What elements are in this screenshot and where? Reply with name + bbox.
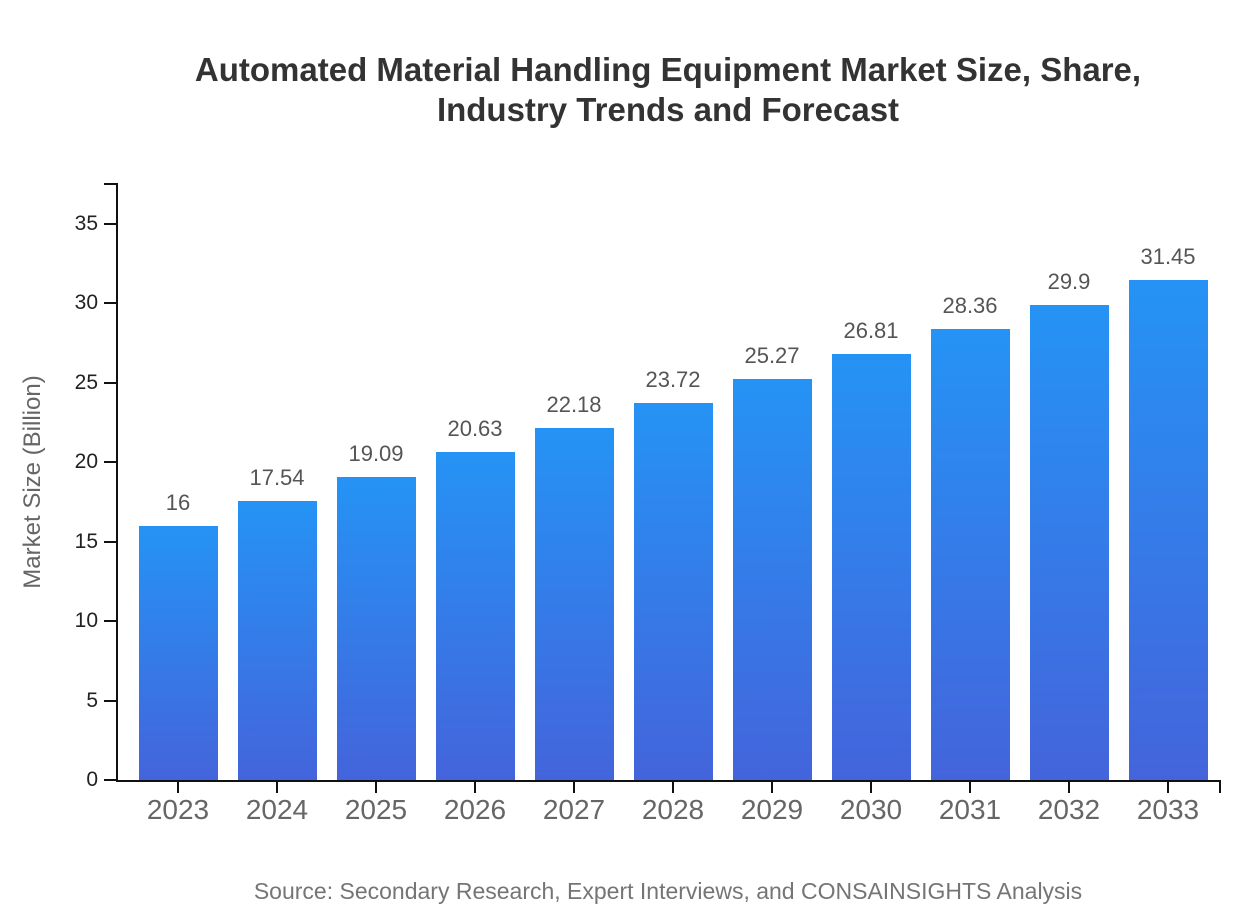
x-tick-label: 2029 xyxy=(740,794,804,825)
y-tick-label: 30 xyxy=(74,291,98,314)
x-tick-label: 2033 xyxy=(1136,794,1200,825)
bar xyxy=(831,354,911,780)
y-tick xyxy=(104,541,116,543)
y-axis-title: Market Size (Billion) xyxy=(19,375,46,589)
y-tick xyxy=(104,382,116,384)
bar-value-label: 25.27 xyxy=(744,343,800,368)
x-tick xyxy=(177,782,179,793)
x-tick xyxy=(573,782,575,793)
chart-title-line1: Automated Material Handling Equipment Ma… xyxy=(194,51,1142,88)
x-tick-label: 2025 xyxy=(344,794,408,825)
y-tick xyxy=(104,223,116,225)
y-axis-line xyxy=(116,183,118,782)
x-tick xyxy=(474,782,476,793)
bar xyxy=(534,428,614,780)
bar-value-label: 29.9 xyxy=(1047,269,1091,294)
bar xyxy=(435,452,515,780)
y-tick-label: 5 xyxy=(86,689,98,712)
x-tick-label: 2030 xyxy=(839,794,903,825)
x-tick xyxy=(771,782,773,793)
bar xyxy=(633,403,713,780)
bar xyxy=(1128,280,1208,780)
x-tick-label: 2028 xyxy=(641,794,705,825)
x-tick xyxy=(672,782,674,793)
bar-value-label: 22.18 xyxy=(546,392,602,417)
y-tick xyxy=(104,302,116,304)
x-tick xyxy=(1167,782,1169,793)
x-tick-label: 2032 xyxy=(1037,794,1101,825)
bar-value-label: 16 xyxy=(165,490,191,515)
x-axis-end-tick xyxy=(1219,782,1221,793)
y-tick xyxy=(104,620,116,622)
bar-value-label: 31.45 xyxy=(1140,244,1196,269)
x-axis-line xyxy=(116,780,1221,782)
x-tick-label: 2027 xyxy=(542,794,606,825)
y-tick-label: 10 xyxy=(74,609,98,632)
x-tick xyxy=(969,782,971,793)
bar-value-label: 26.81 xyxy=(843,318,899,343)
bar xyxy=(237,501,317,780)
y-tick-label: 25 xyxy=(74,371,98,394)
y-tick-label: 20 xyxy=(74,450,98,473)
bar xyxy=(1029,305,1109,780)
bar xyxy=(930,329,1010,780)
x-tick xyxy=(375,782,377,793)
x-tick xyxy=(870,782,872,793)
y-tick xyxy=(104,461,116,463)
x-tick xyxy=(276,782,278,793)
bar xyxy=(732,379,812,780)
bar-value-label: 28.36 xyxy=(942,293,998,318)
bar xyxy=(138,526,218,780)
y-tick-label: 35 xyxy=(74,212,98,235)
y-axis-end-tick xyxy=(104,183,116,185)
x-tick-label: 2024 xyxy=(245,794,309,825)
bar-value-label: 23.72 xyxy=(645,367,701,392)
bar-value-label: 19.09 xyxy=(348,441,404,466)
x-tick xyxy=(1068,782,1070,793)
x-tick-label: 2026 xyxy=(443,794,507,825)
bar xyxy=(336,477,416,780)
page-title: Automated Material Handling Equipment Ma… xyxy=(78,50,1258,130)
bar-value-label: 20.63 xyxy=(447,416,503,441)
source-note: Source: Secondary Research, Expert Inter… xyxy=(253,878,1083,904)
y-tick-label: 0 xyxy=(86,768,98,791)
y-tick-label: 15 xyxy=(74,530,98,553)
y-tick xyxy=(104,700,116,702)
x-tick-label: 2023 xyxy=(146,794,210,825)
y-tick xyxy=(104,779,116,781)
x-tick-label: 2031 xyxy=(938,794,1002,825)
chart-title-line2: Industry Trends and Forecast xyxy=(436,91,900,128)
bar-value-label: 17.54 xyxy=(249,465,305,490)
